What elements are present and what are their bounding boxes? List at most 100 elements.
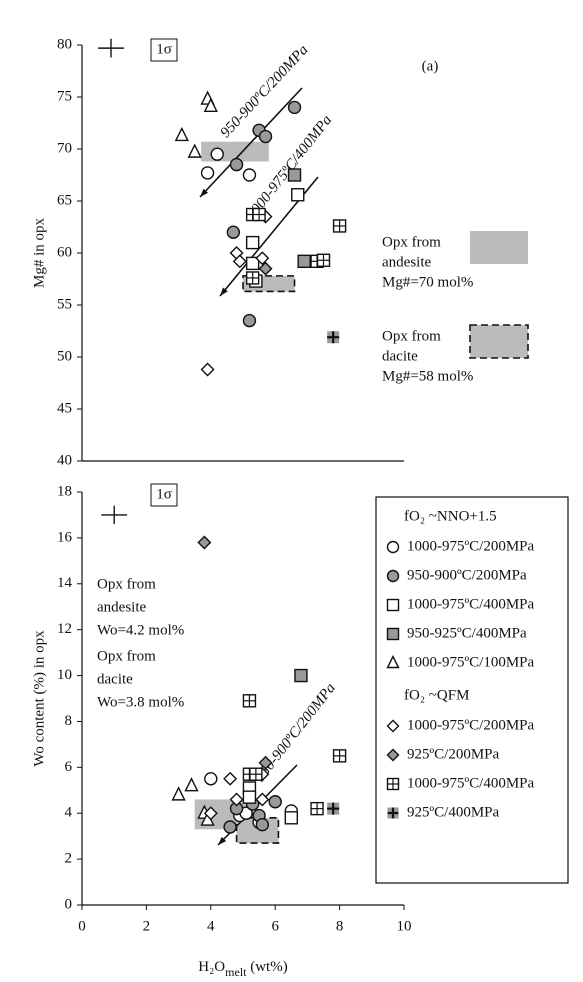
- marker: [255, 817, 270, 832]
- y-tick-label: 45: [57, 400, 72, 416]
- box-note: Opx from: [382, 234, 441, 250]
- note: Opx from: [97, 648, 156, 664]
- marker: [210, 147, 224, 161]
- legend-label: 1000-975ºC/200MPa: [407, 717, 534, 733]
- marker: [242, 790, 257, 804]
- legend-label: 1000-975ºC/400MPa: [407, 775, 534, 791]
- x-tick-label: 0: [78, 918, 86, 934]
- marker: [386, 540, 400, 554]
- arrow-line: [199, 87, 303, 198]
- x-axis-title-unit: (wt%): [246, 959, 287, 975]
- legend-label: 925ºC/400MPa: [407, 804, 500, 820]
- marker: [327, 331, 340, 344]
- marker: [229, 792, 244, 807]
- y-tick-label: 40: [57, 452, 72, 468]
- marker: [258, 755, 273, 770]
- marker: [268, 795, 282, 809]
- y-tick-label: 65: [57, 192, 72, 208]
- y-axis-title: Mg# in opx: [31, 218, 47, 289]
- y-tick-label: 8: [65, 713, 73, 729]
- y-tick-label: 60: [57, 244, 72, 260]
- marker: [386, 598, 400, 612]
- y-tick-label: 14: [57, 575, 73, 591]
- marker: [386, 719, 400, 733]
- marker: [310, 801, 324, 816]
- marker: [291, 188, 305, 202]
- marker: [386, 627, 400, 641]
- marker: [255, 792, 270, 807]
- y-tick-label: 2: [65, 851, 73, 867]
- marker: [386, 569, 400, 583]
- legend-label: 925ºC/200MPa: [407, 746, 500, 762]
- marker: [387, 807, 399, 819]
- marker: [287, 100, 302, 115]
- box-note: Mg#=70 mol%: [382, 274, 473, 290]
- y-tick-label: 4: [65, 805, 73, 821]
- marker: [287, 168, 302, 182]
- marker: [258, 261, 273, 276]
- marker: [386, 748, 400, 762]
- marker: [255, 251, 270, 266]
- marker: [226, 225, 241, 239]
- box-swatch: [470, 231, 528, 264]
- legend-label: 1000-975ºC/100MPa: [407, 654, 534, 670]
- marker: [245, 271, 260, 285]
- arrow-label: 950-900ºC/200MPa: [218, 42, 312, 141]
- sigma-box: [150, 483, 178, 507]
- marker: [204, 772, 218, 786]
- marker: [386, 654, 400, 669]
- y-tick-label: 12: [57, 621, 72, 637]
- marker: [174, 126, 189, 142]
- marker: [200, 362, 215, 377]
- marker: [232, 254, 247, 269]
- marker: [223, 820, 237, 834]
- marker: [316, 253, 331, 267]
- sigma-label: 1σ: [156, 41, 172, 57]
- legend-title: fO₂ ~NNO+1.5: [404, 508, 497, 524]
- y-tick-label: 55: [57, 296, 72, 312]
- x-axis-title-main: H₂O: [198, 959, 225, 975]
- y-tick-label: 0: [65, 896, 73, 912]
- x-tick-label: 4: [207, 918, 215, 934]
- y-tick-label: 10: [57, 667, 72, 683]
- x-tick-label: 6: [271, 918, 279, 934]
- legend-label: 950-925ºC/400MPa: [407, 625, 527, 641]
- marker: [197, 535, 212, 550]
- marker: [242, 694, 257, 708]
- marker: [252, 207, 266, 222]
- legend-label: 950-900ºC/200MPa: [407, 567, 527, 583]
- marker: [203, 806, 218, 821]
- note: dacite: [97, 671, 133, 687]
- box-swatch: [469, 324, 529, 359]
- marker: [294, 668, 308, 683]
- marker: [327, 802, 340, 815]
- note: Wo=4.2 mol%: [97, 622, 184, 638]
- panel-label: (a): [422, 58, 439, 74]
- note: Wo=3.8 mol%: [97, 694, 184, 710]
- x-tick-label: 8: [336, 918, 344, 934]
- legend-title: fO₂ ~QFM: [404, 687, 469, 703]
- marker: [284, 811, 298, 825]
- y-tick-label: 50: [57, 348, 72, 364]
- box-note: dacite: [382, 348, 418, 364]
- arrow-head: [220, 287, 228, 296]
- legend-label: 1000-975ºC/200MPa: [407, 538, 534, 554]
- y-tick-label: 6: [65, 759, 73, 775]
- marker: [200, 166, 215, 180]
- marker: [242, 168, 257, 182]
- x-tick-label: 2: [143, 918, 151, 934]
- box-note: andesite: [382, 254, 431, 270]
- y-tick-label: 18: [57, 483, 72, 499]
- x-axis-title-sub: melt: [225, 965, 247, 979]
- marker: [332, 749, 347, 763]
- y-tick-label: 80: [57, 36, 72, 52]
- x-tick-label: 10: [397, 918, 412, 934]
- marker: [187, 143, 202, 158]
- x-axis-title: H₂Omelt (wt%): [198, 959, 287, 978]
- arrow-head: [218, 836, 227, 845]
- marker: [386, 777, 400, 791]
- arrow-head: [200, 188, 209, 197]
- note: Opx from: [97, 576, 156, 592]
- marker: [297, 254, 311, 269]
- sigma-label: 1σ: [156, 486, 172, 502]
